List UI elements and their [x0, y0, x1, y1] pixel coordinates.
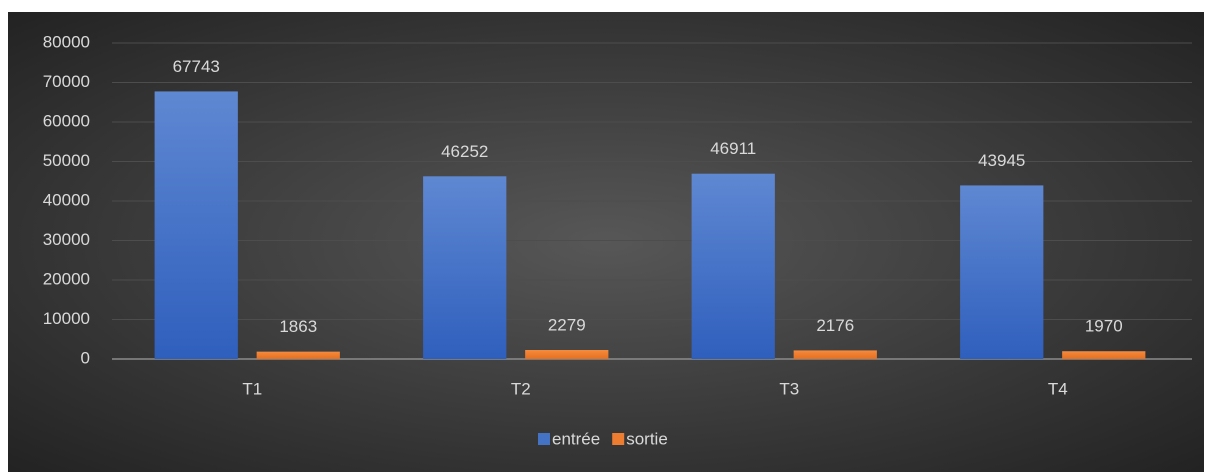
bar [1062, 351, 1146, 359]
data-label: 1970 [1085, 317, 1123, 336]
y-tick-label: 60000 [43, 111, 90, 130]
y-tick-label: 70000 [43, 72, 90, 91]
x-tick-label: T4 [1048, 379, 1068, 398]
x-tick-label: T3 [779, 379, 799, 398]
y-tick-label: 80000 [43, 32, 90, 51]
data-label: 2176 [816, 316, 854, 335]
bar [960, 185, 1044, 359]
bar [525, 349, 609, 359]
bar [793, 350, 877, 359]
data-label: 43945 [978, 151, 1025, 170]
data-label: 46911 [710, 139, 756, 158]
data-label: 2279 [548, 315, 586, 334]
y-tick-label: 10000 [43, 309, 90, 328]
legend-label: sortie [626, 429, 668, 448]
bar [423, 176, 507, 359]
legend-label: entrée [552, 429, 600, 448]
legend-swatch [538, 433, 550, 445]
y-tick-label: 20000 [43, 269, 90, 288]
data-label: 67743 [173, 57, 220, 76]
data-label: 46252 [441, 142, 488, 161]
bar [691, 173, 775, 359]
data-label: 1863 [279, 317, 317, 336]
x-tick-label: T1 [242, 379, 262, 398]
legend-swatch [612, 433, 625, 445]
y-tick-label: 40000 [43, 190, 90, 209]
y-tick-label: 50000 [43, 151, 90, 170]
x-tick-label: T2 [511, 379, 531, 398]
bar [256, 351, 340, 359]
y-tick-label: 0 [81, 348, 90, 367]
bar [154, 91, 238, 359]
y-tick-label: 30000 [43, 230, 90, 249]
